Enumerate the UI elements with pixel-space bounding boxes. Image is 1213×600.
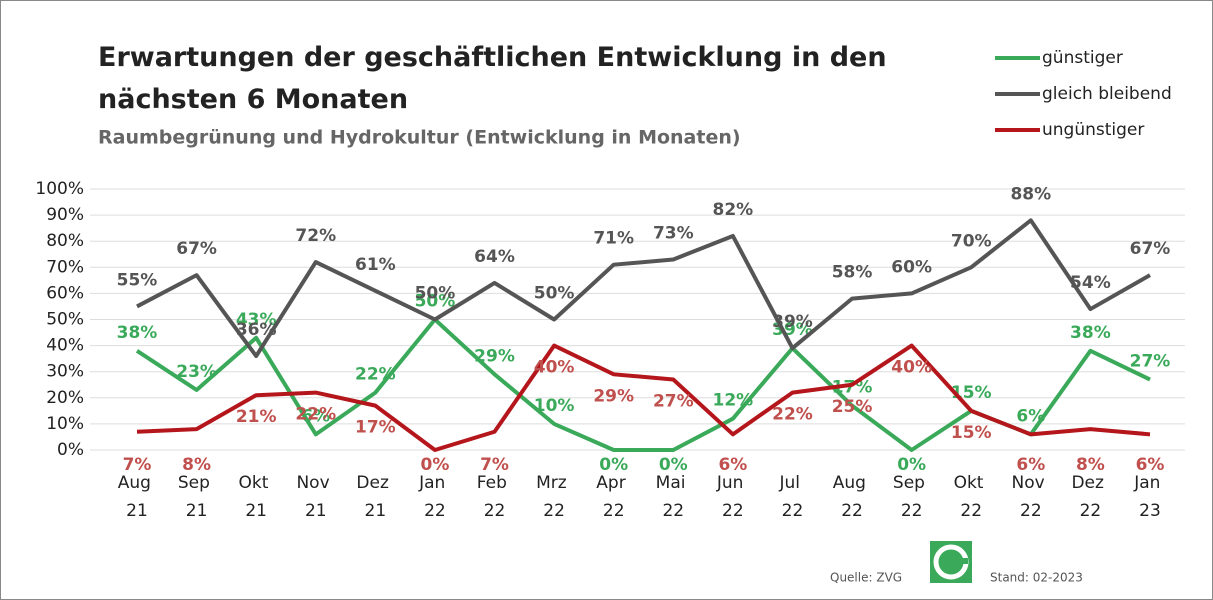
data-label: 22% bbox=[772, 405, 813, 425]
y-tick-label: 60% bbox=[46, 283, 84, 303]
data-label: 60% bbox=[891, 257, 932, 277]
legend-label: gleich bleibend bbox=[1042, 84, 1172, 104]
x-tick-label: Dez 22 bbox=[1071, 473, 1109, 521]
logo bbox=[930, 541, 972, 583]
legend-label: ungünstiger bbox=[1042, 120, 1144, 140]
data-label: 12% bbox=[713, 391, 754, 411]
data-label: 72% bbox=[295, 226, 336, 246]
x-tick-label: Jan 22 bbox=[418, 473, 451, 521]
y-tick-label: 100% bbox=[35, 179, 84, 199]
y-tick-label: 90% bbox=[46, 205, 84, 225]
data-label: 70% bbox=[951, 231, 992, 251]
data-label: 39% bbox=[772, 312, 813, 332]
x-tick-label: Jun 22 bbox=[716, 473, 749, 521]
series-line bbox=[136, 218, 1151, 359]
data-label: 50% bbox=[415, 284, 456, 304]
x-tick-label: Dez 21 bbox=[356, 473, 394, 521]
data-label: 22% bbox=[295, 405, 336, 425]
data-label: 58% bbox=[832, 263, 873, 283]
y-tick-label: 20% bbox=[46, 388, 84, 408]
data-label: 6% bbox=[1016, 455, 1045, 475]
data-label: 50% bbox=[534, 284, 575, 304]
data-label: 0% bbox=[421, 455, 450, 475]
x-tick-label: Mrz 22 bbox=[536, 473, 572, 521]
data-label: 27% bbox=[653, 392, 694, 412]
data-label: 7% bbox=[480, 455, 509, 475]
data-label: 38% bbox=[117, 323, 158, 343]
data-label: 29% bbox=[474, 346, 515, 366]
data-label: 21% bbox=[236, 407, 277, 427]
x-tick-label: Apr 22 bbox=[596, 473, 631, 521]
data-label: 0% bbox=[897, 455, 926, 475]
data-label: 73% bbox=[653, 223, 694, 243]
data-label: 6% bbox=[1016, 406, 1045, 426]
data-label: 7% bbox=[123, 455, 152, 475]
y-tick-label: 10% bbox=[46, 414, 84, 434]
x-tick-label: Nov 21 bbox=[296, 473, 335, 521]
data-label: 40% bbox=[891, 358, 932, 378]
data-label: 40% bbox=[534, 358, 575, 378]
data-label: 27% bbox=[1130, 352, 1171, 372]
data-label: 29% bbox=[593, 386, 634, 406]
x-tick-label: Aug 22 bbox=[833, 473, 872, 521]
y-tick-label: 80% bbox=[46, 231, 84, 251]
chart-title: Erwartungen der geschäftlichen Entwicklu… bbox=[98, 42, 896, 115]
x-tick-label: Nov 22 bbox=[1012, 473, 1051, 521]
data-label: 6% bbox=[301, 406, 330, 426]
x-tick-label: Sep 21 bbox=[178, 473, 215, 521]
chart-subtitle: Raumbegrünung und Hydrokultur (Entwicklu… bbox=[98, 127, 741, 149]
x-tick-label: Aug 21 bbox=[118, 473, 157, 521]
data-label: 6% bbox=[718, 455, 747, 475]
data-label: 25% bbox=[832, 397, 873, 417]
data-label: 8% bbox=[182, 455, 211, 475]
data-label: 36% bbox=[236, 320, 277, 340]
data-label: 0% bbox=[659, 455, 688, 475]
data-label: 17% bbox=[355, 418, 396, 438]
y-tick-label: 40% bbox=[46, 336, 84, 356]
data-label: 54% bbox=[1070, 273, 1111, 293]
date: Stand: 02-2023 bbox=[990, 571, 1083, 585]
data-label: 55% bbox=[117, 270, 158, 290]
x-tick-label: Mai 22 bbox=[656, 473, 691, 521]
x-tick-label: Jul 22 bbox=[779, 473, 806, 521]
y-tick-label: 50% bbox=[46, 310, 84, 330]
data-label: 43% bbox=[236, 310, 277, 330]
data-label: 10% bbox=[534, 396, 575, 416]
x-tick-label: Jan 23 bbox=[1133, 473, 1166, 521]
data-label: 82% bbox=[713, 200, 754, 220]
data-label: 17% bbox=[832, 378, 873, 398]
source: Quelle: ZVG bbox=[830, 571, 902, 585]
data-label: 67% bbox=[176, 239, 217, 259]
data-label: 8% bbox=[1076, 455, 1105, 475]
data-label: 0% bbox=[599, 455, 628, 475]
x-tick-label: Feb 22 bbox=[477, 473, 513, 521]
y-tick-label: 0% bbox=[57, 440, 84, 460]
data-label: 64% bbox=[474, 247, 515, 267]
x-tick-label: Okt 22 bbox=[954, 473, 989, 521]
x-tick-label: Sep 22 bbox=[893, 473, 930, 521]
data-label: 88% bbox=[1010, 184, 1051, 204]
y-tick-label: 70% bbox=[46, 257, 84, 277]
data-label: 15% bbox=[951, 423, 992, 443]
data-label: 50% bbox=[415, 292, 456, 312]
data-label: 38% bbox=[1070, 323, 1111, 343]
data-label: 6% bbox=[1136, 455, 1165, 475]
data-label: 71% bbox=[593, 229, 634, 249]
x-tick-label: Okt 21 bbox=[239, 473, 274, 521]
data-label: 67% bbox=[1130, 239, 1171, 259]
data-label: 22% bbox=[355, 365, 396, 385]
data-label: 61% bbox=[355, 255, 396, 275]
y-tick-label: 30% bbox=[46, 362, 84, 382]
legend-label: günstiger bbox=[1042, 48, 1123, 68]
series-line bbox=[136, 343, 1151, 452]
data-label: 23% bbox=[176, 362, 217, 382]
